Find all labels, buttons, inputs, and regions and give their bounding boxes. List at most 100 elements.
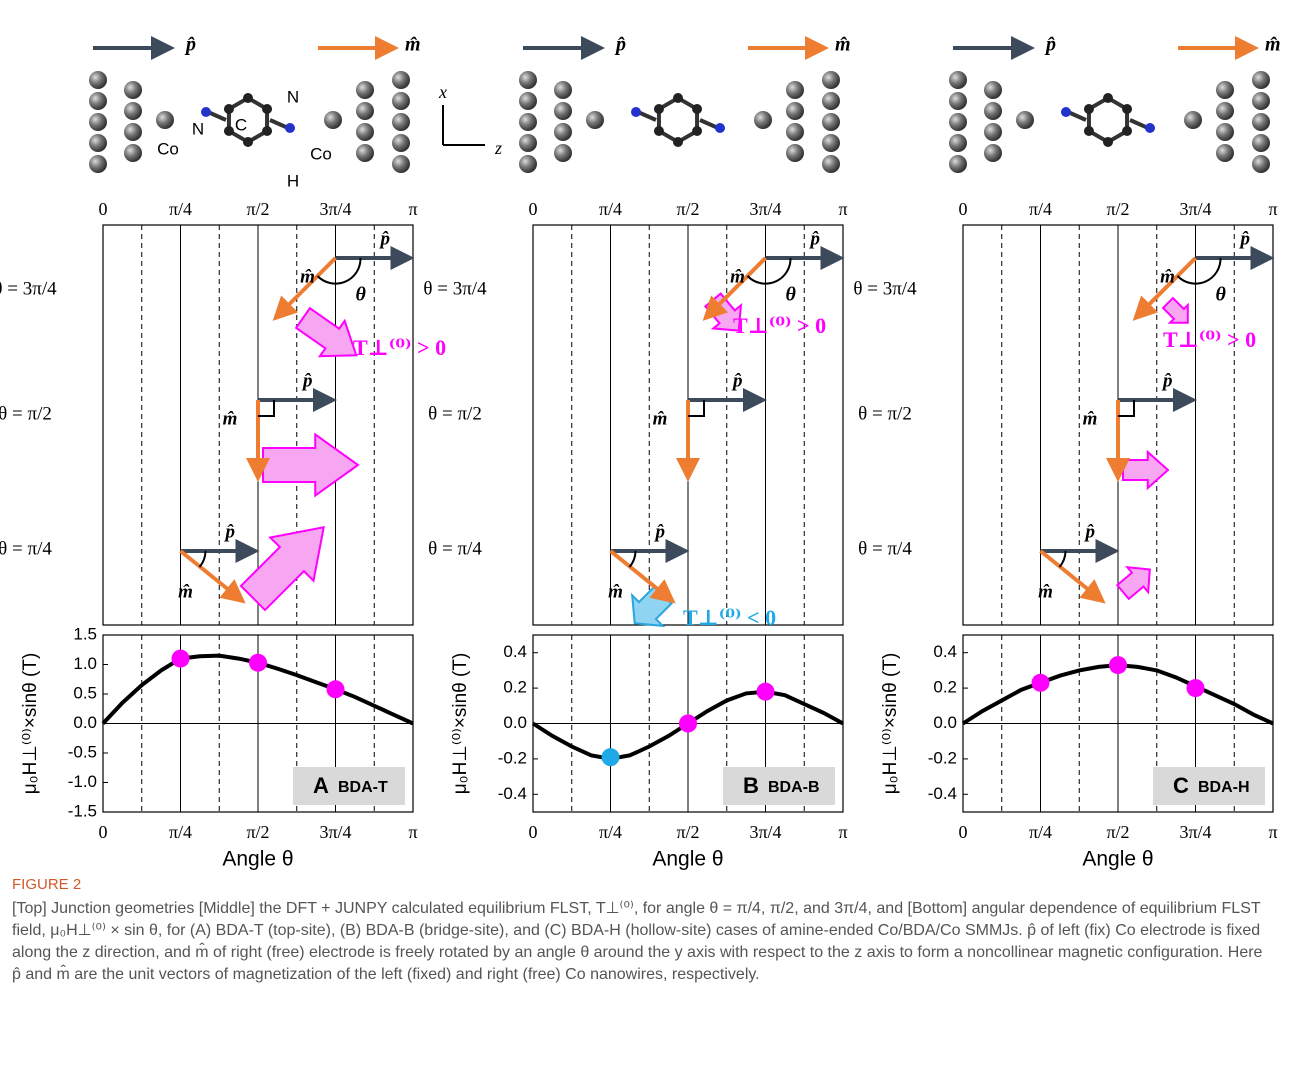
atom [1016, 111, 1034, 129]
atom [786, 144, 804, 162]
atom [356, 102, 374, 120]
atom [822, 71, 840, 89]
panel-letter: C [1173, 773, 1189, 798]
torque-arrow [241, 527, 324, 610]
panel-letter: A [313, 773, 329, 798]
atom [392, 71, 410, 89]
y-tick-label: 1.0 [73, 654, 97, 673]
top-tick-label: 0 [529, 199, 538, 219]
atom [124, 123, 142, 141]
atom [984, 144, 1002, 162]
top-tick-label: π/2 [246, 199, 269, 219]
m-label: m̂ [653, 408, 668, 429]
x-tick-label: 0 [529, 822, 538, 842]
data-point [1187, 679, 1205, 697]
x-tick-label: π/2 [246, 822, 269, 842]
p-label: p̂ [301, 370, 313, 391]
theta-label: θ = π/4 [428, 538, 482, 559]
torque-arrow [296, 308, 356, 356]
p-label: p̂ [184, 34, 196, 56]
theta-label: θ = π/4 [0, 538, 52, 559]
atom [519, 134, 537, 152]
atom [586, 111, 604, 129]
top-tick-label: π [838, 199, 847, 219]
m-label: m̂ [178, 581, 193, 602]
p-label: p̂ [224, 521, 236, 542]
angle-label: θ [356, 284, 367, 306]
p-label: p̂ [731, 370, 743, 391]
y-tick-label: 0.2 [503, 678, 527, 697]
y-tick-label: 0.0 [933, 713, 957, 732]
atom [519, 155, 537, 173]
data-point [679, 715, 697, 733]
atom [786, 123, 804, 141]
atom [1252, 155, 1270, 173]
m-label: m̂ [300, 266, 315, 287]
caption-text: [Top] Junction geometries [Middle] the D… [12, 898, 1274, 986]
carbon [1122, 126, 1132, 136]
carbon [1103, 93, 1113, 103]
x-tick-label: 3π/4 [319, 822, 351, 842]
y-tick-label: -0.2 [498, 748, 527, 767]
top-tick-label: π/4 [1029, 199, 1052, 219]
carbon [1084, 104, 1094, 114]
y-tick-label: -1.5 [68, 801, 97, 820]
atom [984, 123, 1002, 141]
panel-name: BDA-T [338, 779, 388, 796]
atom [89, 155, 107, 173]
atom [786, 102, 804, 120]
carbon [692, 104, 702, 114]
data-point [602, 748, 620, 766]
nitrogen [715, 123, 725, 133]
atom [1216, 144, 1234, 162]
x-tick-label: π/4 [1029, 822, 1052, 842]
figure: p̂m̂NCNCoHCoxz00π/4π/4π/2π/23π/43π/4ππθ … [0, 0, 1291, 875]
y-tick-label: -0.4 [928, 784, 957, 803]
data-point [1109, 656, 1127, 674]
right-angle [688, 400, 704, 416]
y-tick-label: -0.5 [68, 742, 97, 761]
x-tick-label: π [838, 822, 847, 842]
nitrogen [285, 123, 295, 133]
theta-label: θ = π/2 [0, 403, 52, 424]
atom [1216, 102, 1234, 120]
atom [554, 102, 572, 120]
m-label: m̂ [1160, 266, 1175, 287]
atom [949, 92, 967, 110]
right-angle [1118, 400, 1134, 416]
carbon [673, 93, 683, 103]
data-point [327, 680, 345, 698]
atom [984, 102, 1002, 120]
x-tick-label: 3π/4 [749, 822, 781, 842]
top-tick-label: 3π/4 [319, 199, 351, 219]
carbon [224, 104, 234, 114]
torque-label: T⊥⁽⁰⁾ > 0 [1163, 327, 1256, 352]
atom [1252, 134, 1270, 152]
data-point [757, 683, 775, 701]
atom [554, 144, 572, 162]
p-label: p̂ [654, 521, 666, 542]
carbon [654, 126, 664, 136]
angle-arc [630, 551, 636, 567]
torque-label: T⊥⁽⁰⁾ < 0 [683, 605, 776, 630]
data-point [1032, 674, 1050, 692]
carbon [243, 93, 253, 103]
top-tick-label: 3π/4 [749, 199, 781, 219]
top-tick-label: π/2 [676, 199, 699, 219]
data-point [249, 654, 267, 672]
torque-arrow [1117, 567, 1150, 599]
torque-arrow [263, 434, 358, 495]
x-tick-label: π/4 [169, 822, 192, 842]
atom-label: Co [310, 144, 332, 163]
y-axis-label: μ₀H⊥⁽⁰⁾×sinθ (T) [880, 653, 901, 795]
figure-graphics: p̂m̂NCNCoHCoxz00π/4π/4π/2π/23π/43π/4ππθ … [0, 0, 1291, 870]
angle-label: θ [1216, 284, 1227, 306]
p-label: p̂ [1044, 34, 1056, 56]
carbon [243, 137, 253, 147]
atom [124, 102, 142, 120]
nitrogen [1145, 123, 1155, 133]
theta-label: θ = π/2 [858, 403, 912, 424]
atom [356, 144, 374, 162]
atom [822, 113, 840, 131]
p-label: p̂ [1239, 228, 1251, 249]
